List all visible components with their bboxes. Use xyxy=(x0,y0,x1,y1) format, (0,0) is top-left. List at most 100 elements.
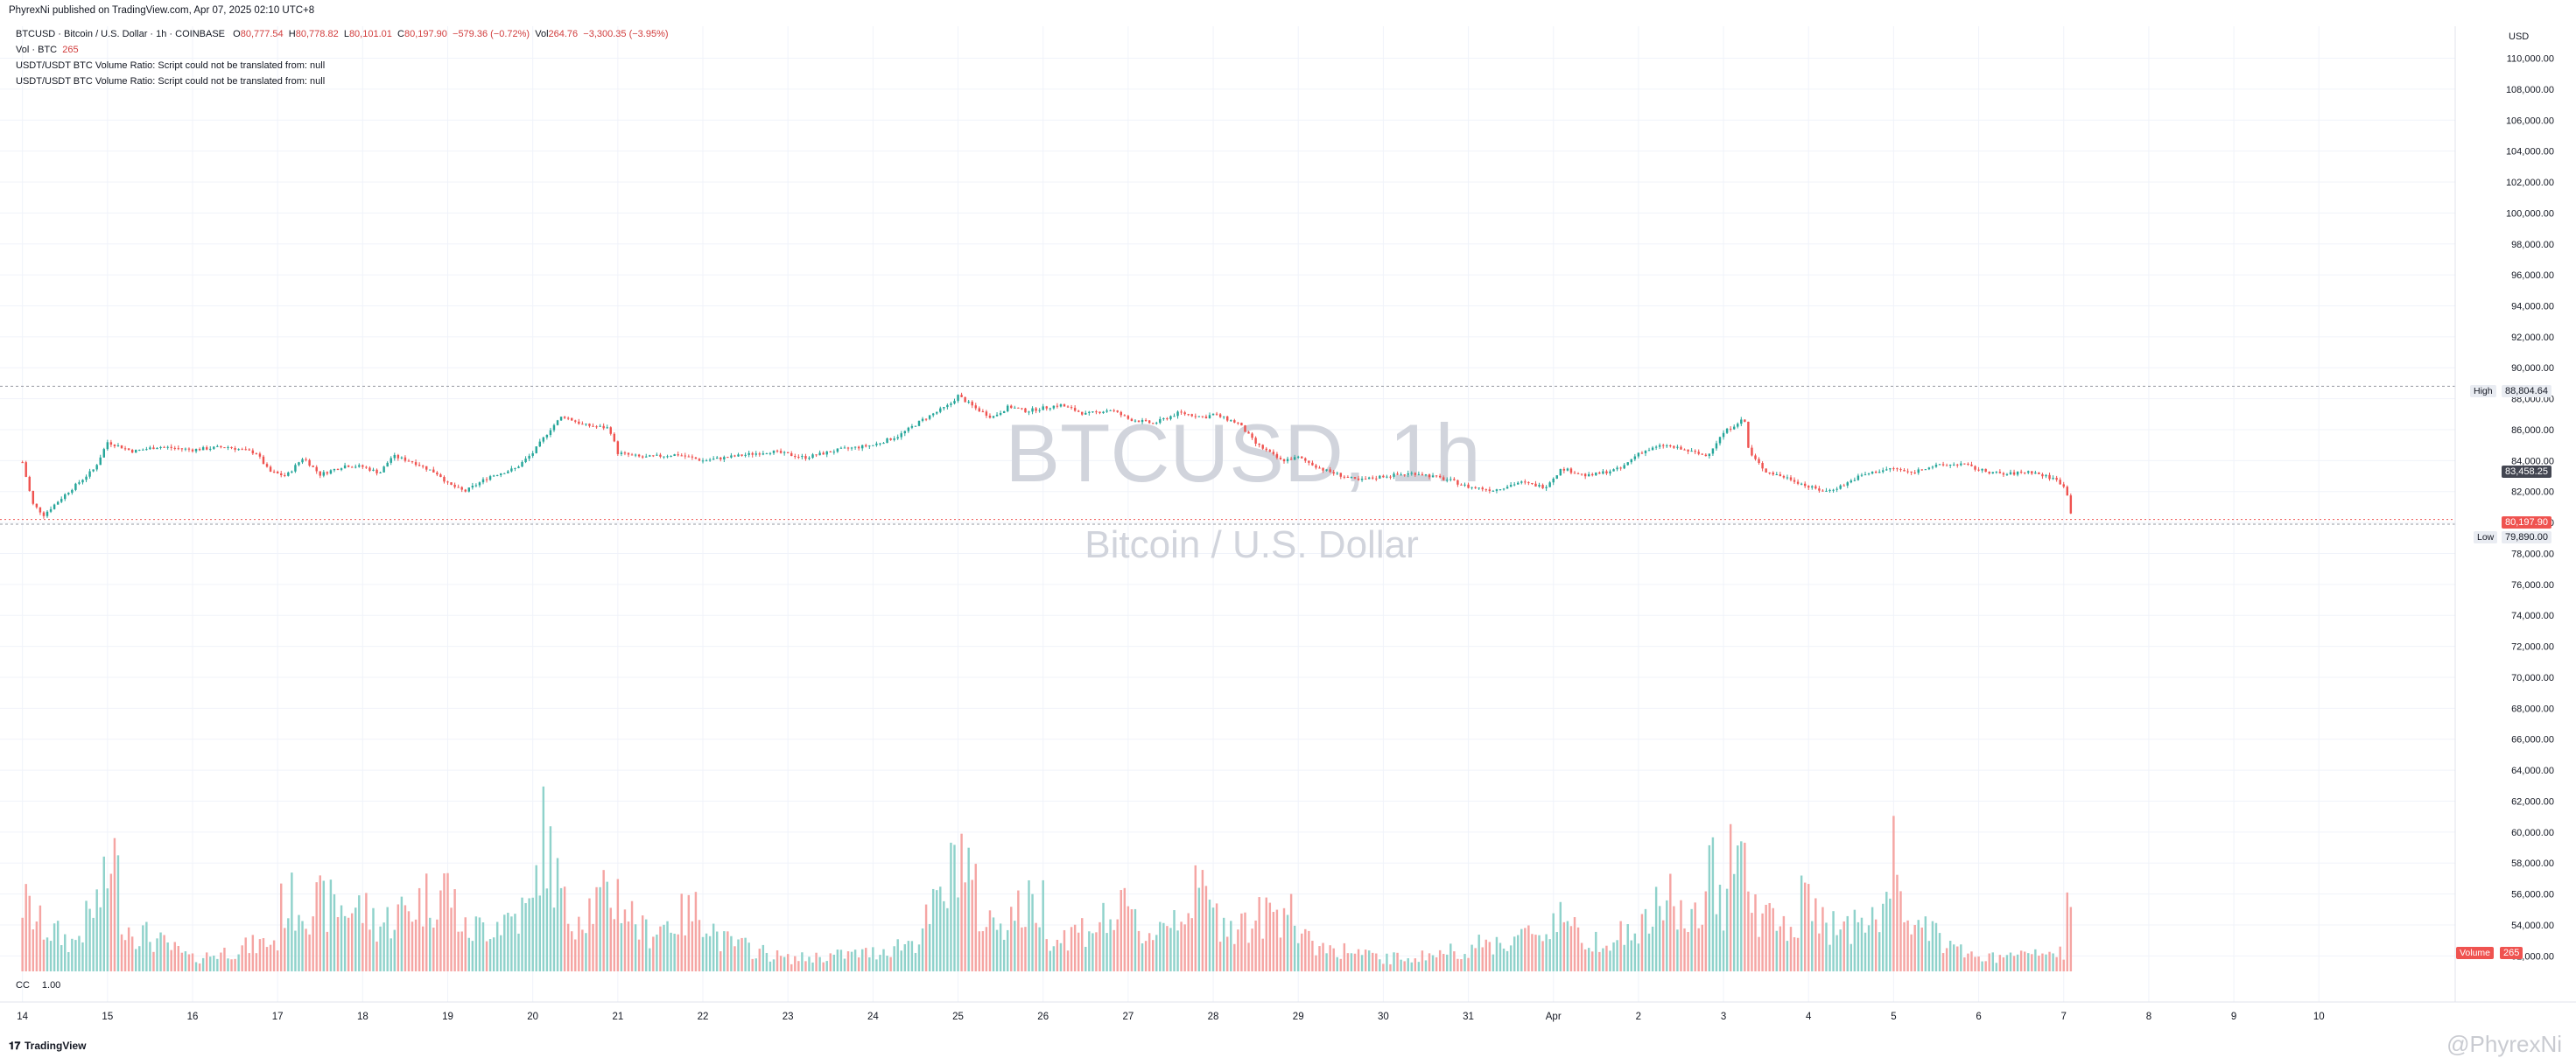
volume-bar xyxy=(421,926,425,971)
volume-bar xyxy=(1839,929,1842,971)
candle-body xyxy=(46,511,49,516)
candle-body xyxy=(705,460,708,462)
volume-bar xyxy=(578,916,580,971)
volume-bar xyxy=(1194,865,1197,971)
volume-bar xyxy=(652,936,655,971)
x-tick-label: 27 xyxy=(1122,1012,1134,1022)
candle-body xyxy=(343,465,347,469)
volume-bar xyxy=(1998,955,2002,971)
volume-bar xyxy=(524,903,527,971)
candle-body xyxy=(521,462,523,467)
overlap-price-label: 83,458.25 xyxy=(2502,466,2551,478)
volume-bar xyxy=(1562,921,1566,971)
candle-body xyxy=(120,445,123,449)
volume-legend[interactable]: Vol · BTC 265 xyxy=(16,45,79,55)
volume-bar xyxy=(1073,924,1077,971)
volume-bar xyxy=(616,879,620,971)
candle-body xyxy=(1322,467,1324,471)
candle-body xyxy=(1814,486,1817,489)
candle-body xyxy=(1576,473,1580,474)
candle-body xyxy=(1127,416,1130,419)
currency-label[interactable]: USD xyxy=(2509,32,2530,42)
price-axis[interactable]: 52,000.0054,000.0056,000.0058,000.0060,0… xyxy=(2454,26,2554,1002)
volume-bar xyxy=(2016,954,2019,971)
volume-bar xyxy=(868,956,871,971)
candle-body xyxy=(60,499,63,502)
candle-body xyxy=(269,466,272,472)
candle-body xyxy=(566,417,570,419)
candle-body xyxy=(538,441,541,447)
candle-body xyxy=(1534,483,1537,487)
volume-bar xyxy=(1669,873,1672,971)
volume-bar xyxy=(1010,907,1013,971)
volume-bar xyxy=(1332,948,1335,971)
candle-body xyxy=(1031,408,1034,412)
volume-bar xyxy=(790,963,793,971)
candle-body xyxy=(1687,449,1689,452)
candle-body xyxy=(677,454,679,456)
candle-body xyxy=(1183,412,1186,415)
cc-legend[interactable]: CC 1.00 xyxy=(16,980,60,991)
candle-body xyxy=(1176,411,1179,417)
volume-bar xyxy=(1237,929,1239,971)
volume-bar xyxy=(301,921,304,971)
symbol-watermark: BTCUSD, 1h Bitcoin / U.S. Dollar xyxy=(1005,407,1480,566)
y-tick-label: 94,000.00 xyxy=(2511,302,2554,312)
volume-bar xyxy=(779,956,783,971)
candle-body xyxy=(123,448,127,450)
candle-body xyxy=(113,445,116,446)
script-error-2[interactable]: USDT/USDT BTC Volume Ratio: Script could… xyxy=(16,76,326,87)
volume-bar xyxy=(1258,897,1260,971)
volume-bar xyxy=(280,883,283,971)
volume-bar xyxy=(1024,927,1027,971)
volume-bar xyxy=(875,959,878,971)
volume-bar xyxy=(436,919,439,971)
watermark-name: Bitcoin / U.S. Dollar xyxy=(1084,523,1418,566)
x-tick-label: 10 xyxy=(2313,1012,2325,1022)
volume-bar xyxy=(1386,953,1388,971)
candle-body xyxy=(291,471,293,473)
candle-body xyxy=(1956,464,1959,466)
candle-body xyxy=(25,462,27,477)
tradingview-logo[interactable]: 𝟏𝟕 TradingView xyxy=(9,1040,86,1053)
symbol-legend[interactable]: BTCUSD · Bitcoin / U.S. Dollar · 1h · CO… xyxy=(16,29,669,39)
candle-body xyxy=(1218,414,1222,417)
candle-body xyxy=(1308,460,1310,463)
volume-bar xyxy=(1595,931,1597,971)
volume-bar xyxy=(1520,928,1523,971)
volume-bar xyxy=(1275,909,1279,971)
candle-body xyxy=(715,457,719,459)
candle-body xyxy=(528,455,530,459)
candle-body xyxy=(769,452,772,454)
volume-bar xyxy=(1559,901,1562,971)
y-tick-label: 90,000.00 xyxy=(2511,363,2554,374)
volume-bar xyxy=(1247,942,1250,971)
candle-body xyxy=(921,418,924,421)
candle-body xyxy=(595,426,598,428)
candle-body xyxy=(2055,478,2058,480)
volume-bar xyxy=(142,925,144,971)
candle-body xyxy=(1619,467,1622,469)
volume-bar xyxy=(418,887,421,971)
volume-bar xyxy=(255,953,258,971)
volume-bar xyxy=(223,947,226,971)
volume-bar xyxy=(627,921,630,971)
candle-body xyxy=(99,457,102,466)
volume-bar xyxy=(326,931,329,971)
volume-bar xyxy=(1410,962,1413,971)
volume-bar xyxy=(127,927,130,971)
candle-body xyxy=(1244,425,1246,432)
script-error-1[interactable]: USDT/USDT BTC Volume Ratio: Script could… xyxy=(16,60,326,71)
candle-body xyxy=(953,401,956,404)
volume-bar xyxy=(1569,926,1573,971)
candle-body xyxy=(765,453,769,455)
candle-body xyxy=(1148,420,1151,424)
time-axis[interactable]: 14 15 16 17 18 19 20 21 22 23 24 25 26 27 28 29 30 31 Apr 2… xyxy=(0,1001,2576,1022)
volume-bar xyxy=(528,898,530,971)
candle-body xyxy=(928,415,931,419)
volume-bar xyxy=(1272,912,1275,971)
volume-bar xyxy=(1984,961,1987,971)
volume-bar xyxy=(1800,875,1803,971)
volume-bar xyxy=(414,919,418,971)
